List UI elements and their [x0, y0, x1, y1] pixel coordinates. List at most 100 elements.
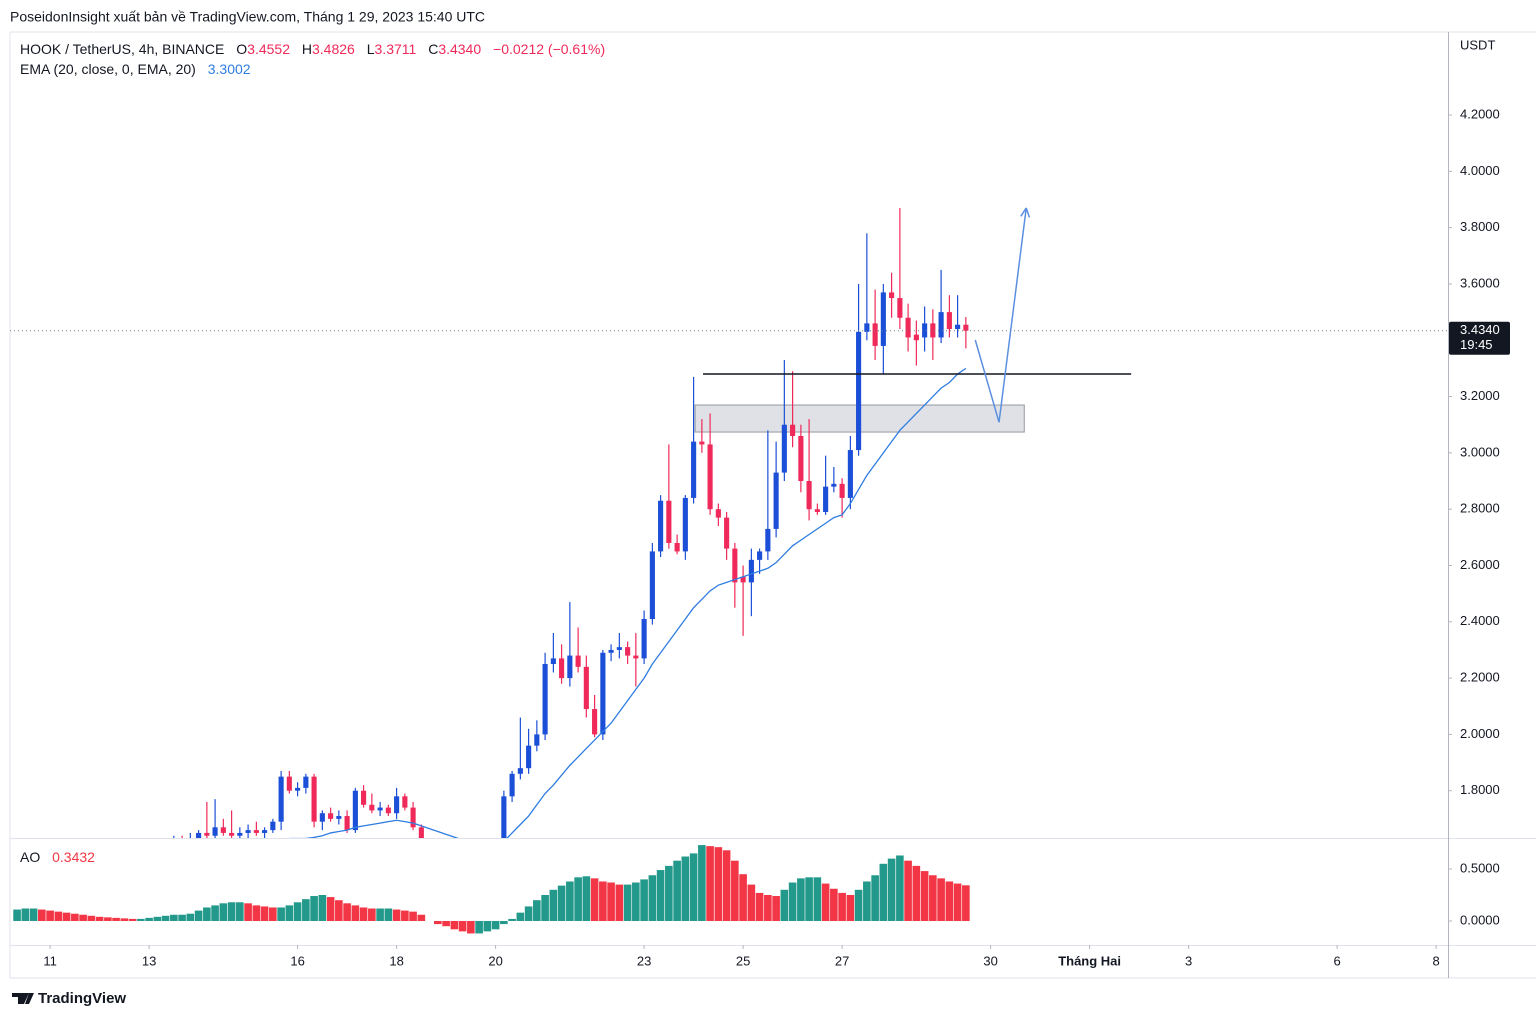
candle-body	[897, 298, 903, 318]
x-tick-label: 23	[637, 953, 651, 968]
candle-body	[600, 652, 606, 735]
ao-bar	[79, 914, 87, 921]
ohlc-value: 3.3711	[374, 41, 417, 57]
currency: USDT	[1460, 37, 1495, 52]
ao-bar	[615, 884, 624, 921]
ao-bar	[450, 920, 459, 930]
ao-bar	[863, 881, 871, 921]
candle-body	[377, 807, 383, 811]
candle-body	[229, 832, 235, 836]
ohlc-letter: C	[428, 41, 439, 57]
candle-body	[509, 773, 515, 797]
ao-bar	[780, 889, 789, 921]
candle-body	[303, 776, 309, 788]
candle-body	[930, 323, 936, 338]
ao-bar	[500, 920, 508, 925]
candle-body	[81, 867, 86, 870]
candle-body	[477, 872, 482, 878]
legend-name: EMA (20, close, 0, EMA, 20)	[20, 61, 196, 77]
ao-bar	[194, 910, 203, 921]
ao-bar	[632, 882, 640, 921]
candle-body	[468, 878, 473, 884]
candle-body	[889, 292, 895, 299]
symbol: HOOK / TetherUS, 4h, BINANCE	[20, 41, 225, 57]
y2-tick-label: 0.0000	[1460, 912, 1500, 927]
ao-bar	[887, 858, 896, 921]
candle-body	[171, 841, 176, 844]
ao-bar	[227, 902, 236, 921]
ao-bar	[673, 860, 681, 921]
ao-bar	[401, 910, 409, 921]
candle-body	[385, 807, 391, 814]
ao-bar	[937, 878, 945, 921]
candle-body	[444, 864, 449, 872]
candle-body	[872, 323, 878, 346]
ao-bar	[252, 905, 261, 921]
x-tick-label: 3	[1185, 953, 1192, 968]
ao-bar	[648, 875, 657, 921]
candle-body	[674, 542, 680, 552]
legend-value: 3.3002	[207, 61, 251, 77]
ao-bar	[128, 918, 137, 921]
ao-bar	[665, 865, 673, 921]
ao-bar	[21, 908, 30, 921]
candle-body	[831, 483, 837, 487]
ao-bar	[491, 920, 500, 930]
x-tick-label: 6	[1334, 953, 1341, 968]
candle-body	[212, 827, 218, 836]
ao-bar	[830, 888, 838, 921]
y-tick-label: 2.6000	[1460, 557, 1500, 572]
ao-bar	[772, 896, 780, 921]
ao-bar	[293, 902, 302, 921]
ao-bar	[442, 920, 450, 927]
candle-body	[542, 664, 548, 735]
candle-body	[592, 709, 598, 735]
ao-bar	[335, 900, 343, 921]
ao-bar	[326, 897, 335, 921]
ao-bar	[747, 884, 756, 921]
ao-bar	[541, 894, 549, 921]
candle-body	[666, 500, 672, 543]
candle-body	[196, 832, 202, 838]
candle-body	[534, 734, 540, 746]
candle-body	[64, 867, 69, 870]
candle-body	[641, 618, 647, 659]
candle-body	[204, 832, 210, 836]
ao-bar	[458, 920, 467, 932]
candle-body	[402, 796, 408, 808]
ao-bar	[813, 877, 822, 921]
ao-bar	[161, 915, 170, 921]
ao-bar	[145, 917, 153, 921]
ao-bar	[879, 863, 888, 921]
ao-bar	[203, 907, 211, 921]
y-tick-label: 2.8000	[1460, 501, 1500, 516]
logo-mark	[12, 993, 34, 1004]
x-tick-label: 25	[736, 953, 750, 968]
candle-body	[798, 435, 804, 482]
candle-body	[682, 497, 688, 552]
y-tick-label: 3.2000	[1460, 388, 1500, 403]
candle-body	[344, 816, 350, 831]
candle-body	[427, 844, 432, 855]
ao-bar	[722, 850, 731, 921]
candle-body	[740, 576, 746, 583]
ao-bar	[623, 884, 632, 921]
ao-bar	[483, 920, 492, 932]
ao-bar	[590, 878, 599, 921]
ao-bar	[236, 902, 244, 921]
candle-body	[732, 548, 738, 583]
candle-body	[715, 509, 721, 518]
ao-bar	[706, 846, 714, 921]
ao-bar	[359, 907, 368, 921]
legend-name: AO	[20, 849, 41, 865]
ao-bar	[343, 903, 351, 921]
candle-body	[781, 424, 787, 473]
candle-body	[286, 776, 292, 791]
ohlc-letter: H	[301, 41, 312, 57]
ao-bar	[912, 865, 921, 921]
candle-body	[559, 658, 565, 679]
ao-bar	[46, 910, 54, 921]
ao-bar	[739, 874, 747, 921]
candle-body	[691, 441, 697, 498]
